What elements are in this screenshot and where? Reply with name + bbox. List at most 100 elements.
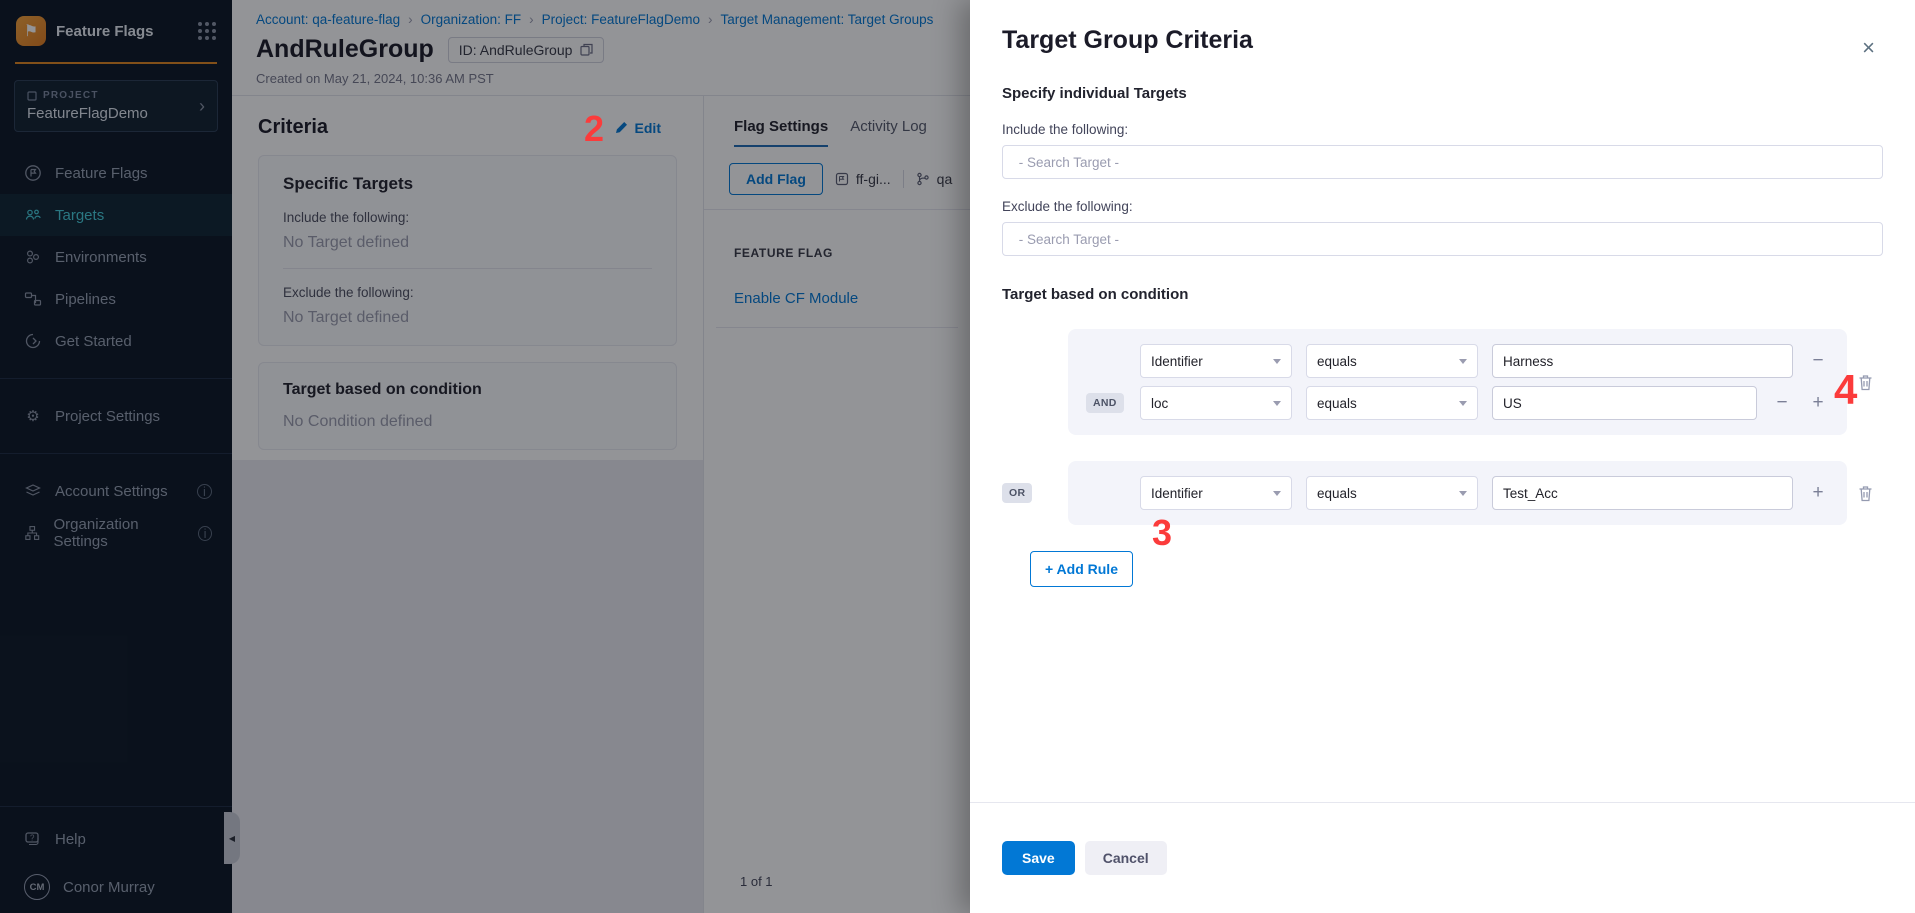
feature-flags-logo-icon: ⚑ xyxy=(16,16,46,46)
cancel-button[interactable]: Cancel xyxy=(1084,841,1167,875)
value-input[interactable] xyxy=(1492,386,1757,420)
delete-rule-group-button[interactable] xyxy=(1858,485,1873,502)
exclude-label: Exclude the following: xyxy=(283,285,414,300)
sidebar-item-label: Help xyxy=(55,830,86,848)
copy-icon[interactable] xyxy=(580,43,593,56)
close-icon[interactable]: × xyxy=(1862,35,1875,60)
user-menu[interactable]: CM Conor Murray xyxy=(0,861,232,913)
tab-activity-log[interactable]: Activity Log xyxy=(850,118,927,135)
info-icon: i xyxy=(197,483,212,499)
collapse-arrow-icon: ◀ xyxy=(228,833,236,843)
tab-flag-settings[interactable]: Flag Settings xyxy=(734,118,829,147)
layers-icon xyxy=(25,484,41,496)
exclude-target-search-input[interactable] xyxy=(1002,222,1883,256)
divider xyxy=(716,327,958,328)
pencil-icon xyxy=(615,122,627,133)
user-name: Conor Murray xyxy=(63,878,155,896)
sidebar-item-label: Feature Flags xyxy=(55,164,148,182)
sidebar-item-label: Get Started xyxy=(55,332,132,350)
divider xyxy=(0,806,232,807)
breadcrumb-project[interactable]: Project: FeatureFlagDemo xyxy=(541,12,700,27)
delete-rule-group-button[interactable] xyxy=(1858,374,1873,391)
or-badge: OR xyxy=(1002,483,1033,503)
flag-circle-icon xyxy=(25,165,41,181)
targets-people-icon xyxy=(25,209,41,220)
add-value-button[interactable]: + xyxy=(1812,482,1824,503)
page-header: Account: qa-feature-flag › Organization:… xyxy=(232,0,970,96)
sidebar-item-get-started[interactable]: Get Started xyxy=(0,320,232,362)
exclude-following-label: Exclude the following: xyxy=(1002,199,1133,214)
chevron-down-icon xyxy=(1459,490,1467,496)
edit-criteria-button[interactable]: Edit xyxy=(615,120,661,136)
sidebar-item-pipelines[interactable]: Pipelines xyxy=(0,278,232,320)
sidebar-item-label: Targets xyxy=(55,206,105,224)
sidebar-item-environments[interactable]: Environments xyxy=(0,236,232,278)
breadcrumb-separator: › xyxy=(707,12,713,27)
attribute-select[interactable]: Identifier xyxy=(1140,476,1292,510)
info-icon: i xyxy=(198,525,212,541)
criteria-panel: Criteria Edit Specific Targets Include t… xyxy=(232,96,703,460)
sidebar-item-feature-flags[interactable]: Feature Flags xyxy=(0,152,232,194)
module-accent-bar xyxy=(15,62,217,64)
drawer-footer: Save Cancel xyxy=(970,802,1915,875)
breadcrumb-separator: › xyxy=(529,12,534,27)
page-title: AndRuleGroup xyxy=(256,35,434,63)
and-badge: AND xyxy=(1086,393,1124,413)
divider xyxy=(283,268,652,269)
sidebar-item-project-settings[interactable]: ⚙ Project Settings xyxy=(0,395,232,437)
chevron-down-icon xyxy=(1273,490,1281,496)
flag-filter-label: ff-gi... xyxy=(855,171,891,187)
sidebar-collapse-handle[interactable]: ◀ xyxy=(224,812,240,864)
operator-select[interactable]: equals xyxy=(1306,386,1478,420)
project-selector[interactable]: PROJECT FeatureFlagDemo › xyxy=(14,80,218,132)
value-input[interactable] xyxy=(1492,344,1793,378)
project-label: PROJECT xyxy=(27,90,199,101)
value-input[interactable] xyxy=(1492,476,1793,510)
criteria-heading: Criteria xyxy=(258,116,329,138)
module-grid-icon[interactable] xyxy=(198,22,216,40)
sidebar-item-account-settings[interactable]: Account Settings i xyxy=(0,470,232,512)
tab-bar: Flag Settings Activity Log xyxy=(704,96,970,147)
sidebar-item-label: Organization Settings xyxy=(53,516,139,550)
sidebar-item-label: Environments xyxy=(55,248,147,266)
pagination: 1 of 1 xyxy=(740,874,773,889)
trash-icon xyxy=(1859,374,1871,390)
chevron-down-icon xyxy=(1459,358,1467,364)
sidebar-item-targets[interactable]: Targets xyxy=(0,194,232,236)
flag-toolbar: Add Flag ff-gi... qa xyxy=(704,147,970,210)
add-rule-button[interactable]: + Add Rule xyxy=(1030,551,1133,587)
add-value-button[interactable]: + xyxy=(1812,392,1824,413)
specify-targets-heading: Specify individual Targets xyxy=(1002,85,1187,102)
condition-title: Target based on condition xyxy=(283,381,482,398)
environment-select[interactable]: qa xyxy=(916,171,952,187)
cube-icon xyxy=(27,90,37,101)
add-flag-button[interactable]: Add Flag xyxy=(729,163,823,195)
edit-label: Edit xyxy=(634,119,661,136)
include-target-search-input[interactable] xyxy=(1002,145,1883,179)
get-started-icon xyxy=(25,333,41,349)
rule-group-gutter xyxy=(1002,329,1068,435)
remove-value-button[interactable]: − xyxy=(1776,392,1788,413)
chevron-down-icon xyxy=(1273,400,1281,406)
attribute-select[interactable]: Identifier xyxy=(1140,344,1292,378)
id-chip: ID: AndRuleGroup xyxy=(447,36,605,63)
flag-row-enable-cf-module[interactable]: Enable CF Module xyxy=(734,290,859,307)
breadcrumb-target-management[interactable]: Target Management: Target Groups xyxy=(720,12,934,27)
specific-targets-card: Specific Targets Include the following: … xyxy=(258,155,677,346)
drawer-title: Target Group Criteria xyxy=(1002,26,1253,54)
breadcrumb-account[interactable]: Account: qa-feature-flag xyxy=(256,12,401,27)
annotation-2: 2 xyxy=(584,108,605,149)
flag-filter[interactable]: ff-gi... xyxy=(835,171,891,187)
save-button[interactable]: Save xyxy=(1002,841,1075,875)
rule-group-1: Identifier equals − AND loc xyxy=(1002,329,1883,435)
remove-value-button[interactable]: − xyxy=(1812,350,1824,371)
breadcrumb-organization[interactable]: Organization: FF xyxy=(420,12,522,27)
sidebar-item-organization-settings[interactable]: Organization Settings i xyxy=(0,512,232,554)
attribute-select[interactable]: loc xyxy=(1140,386,1292,420)
sidebar-item-help[interactable]: ? Help xyxy=(0,817,232,861)
operator-select[interactable]: equals xyxy=(1306,344,1478,378)
modal-dim-overlay[interactable] xyxy=(0,0,970,913)
environments-icon xyxy=(26,250,40,264)
created-timestamp: Created on May 21, 2024, 10:36 AM PST xyxy=(256,71,494,86)
operator-select[interactable]: equals xyxy=(1306,476,1478,510)
